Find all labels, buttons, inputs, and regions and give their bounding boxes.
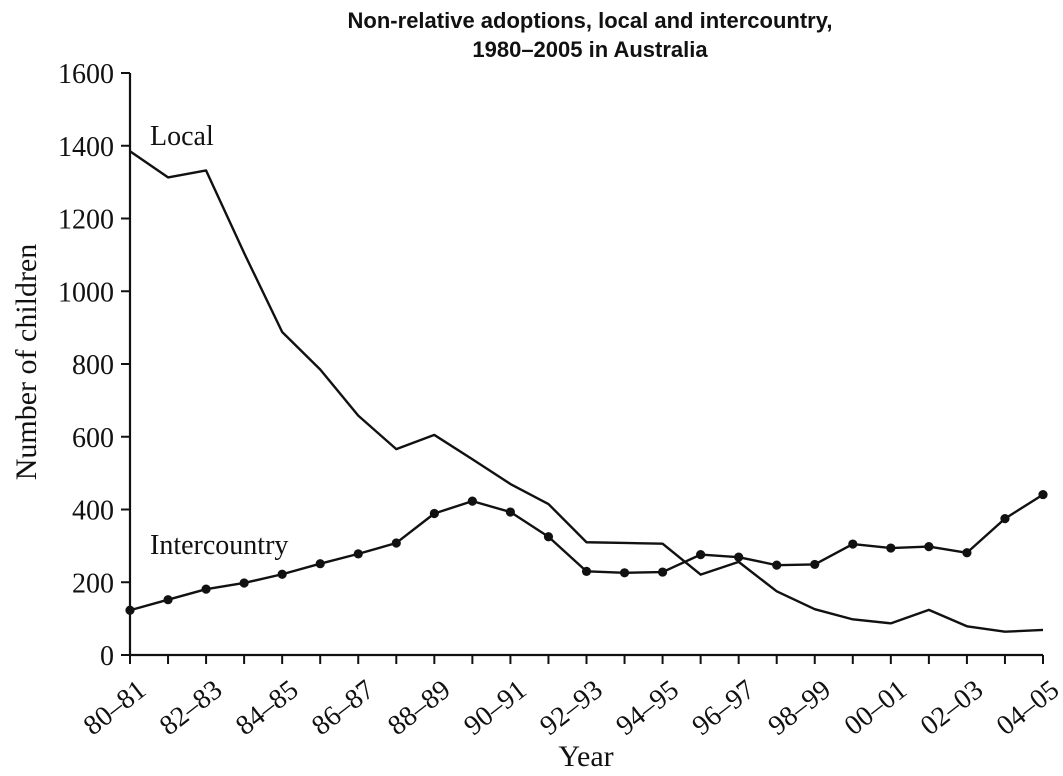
x-tick-label: 80–81 bbox=[78, 674, 152, 742]
x-axis-title: Year bbox=[558, 740, 613, 773]
x-tick-label: 86–87 bbox=[306, 674, 380, 742]
x-tick-label: 90–91 bbox=[458, 674, 532, 742]
intercountry-data-point bbox=[315, 559, 325, 569]
x-tick-label: 98–99 bbox=[763, 674, 837, 742]
x-tick-label: 88–89 bbox=[382, 674, 456, 742]
x-tick-label: 00–01 bbox=[839, 674, 913, 742]
intercountry-data-point bbox=[353, 549, 363, 559]
x-tick-label: 92–93 bbox=[534, 674, 608, 742]
local-series-label: Local bbox=[150, 121, 214, 152]
x-tick-label: 96–97 bbox=[687, 674, 761, 742]
intercountry-series: Intercountry bbox=[125, 489, 1048, 615]
y-tick-label: 1000 bbox=[58, 277, 114, 308]
intercountry-data-point bbox=[734, 552, 744, 562]
intercountry-data-point bbox=[810, 559, 820, 570]
x-tick-label: 94–95 bbox=[610, 674, 684, 742]
intercountry-data-point bbox=[848, 539, 858, 549]
intercountry-data-point bbox=[886, 543, 896, 553]
intercountry-data-point bbox=[924, 542, 934, 552]
x-tick-label: 82–83 bbox=[154, 674, 228, 742]
y-tick-label: 1600 bbox=[58, 59, 114, 90]
intercountry-data-point bbox=[1000, 513, 1010, 524]
intercountry-data-point bbox=[163, 595, 173, 605]
x-tick-label: 02–03 bbox=[915, 674, 989, 742]
y-tick-label: 600 bbox=[72, 423, 114, 454]
series-layer: Local Intercountry bbox=[125, 121, 1048, 633]
intercountry-data-point bbox=[201, 584, 211, 594]
y-tick-label: 0 bbox=[100, 641, 114, 672]
y-tick-label: 800 bbox=[72, 350, 114, 381]
intercountry-data-point bbox=[239, 578, 249, 588]
x-axis: 80–81 82–83 84–85 86–87 88–89 90–91 92–93 94–95… bbox=[78, 653, 1063, 742]
local-series-line bbox=[129, 150, 1044, 633]
chart-title: Non-relative adoptions, local and interc… bbox=[348, 8, 833, 62]
intercountry-data-point bbox=[581, 566, 592, 576]
intercountry-data-point bbox=[1038, 489, 1048, 500]
y-axis-title: Number of children bbox=[10, 244, 43, 481]
intercountry-data-point bbox=[543, 532, 554, 542]
y-tick-label: 400 bbox=[72, 496, 114, 527]
x-tick-label: 04–05 bbox=[991, 674, 1063, 742]
x-tick-label: 84–85 bbox=[230, 674, 304, 742]
intercountry-data-point bbox=[696, 550, 706, 560]
y-tick-label: 1200 bbox=[58, 205, 114, 236]
intercountry-data-point bbox=[391, 538, 401, 548]
intercountry-data-point bbox=[657, 567, 668, 577]
intercountry-data-point bbox=[962, 548, 972, 558]
intercountry-data-point bbox=[619, 568, 630, 578]
chart-title-line-1: Non-relative adoptions, local and interc… bbox=[348, 8, 833, 33]
chart-title-line-2: 1980–2005 in Australia bbox=[472, 37, 708, 62]
intercountry-data-point bbox=[429, 508, 439, 519]
intercountry-data-point bbox=[772, 560, 782, 570]
intercountry-data-point bbox=[125, 605, 135, 615]
intercountry-data-point bbox=[505, 507, 516, 517]
intercountry-data-point bbox=[467, 496, 477, 506]
y-tick-label: 1400 bbox=[58, 132, 114, 163]
intercountry-series-label: Intercountry bbox=[150, 530, 288, 561]
intercountry-data-point bbox=[277, 569, 287, 579]
y-tick-label: 200 bbox=[72, 568, 114, 599]
local-series: Local bbox=[129, 121, 1044, 633]
y-axis: 0 200 400 600 800 1000 1200 1400 1600 bbox=[58, 59, 132, 672]
